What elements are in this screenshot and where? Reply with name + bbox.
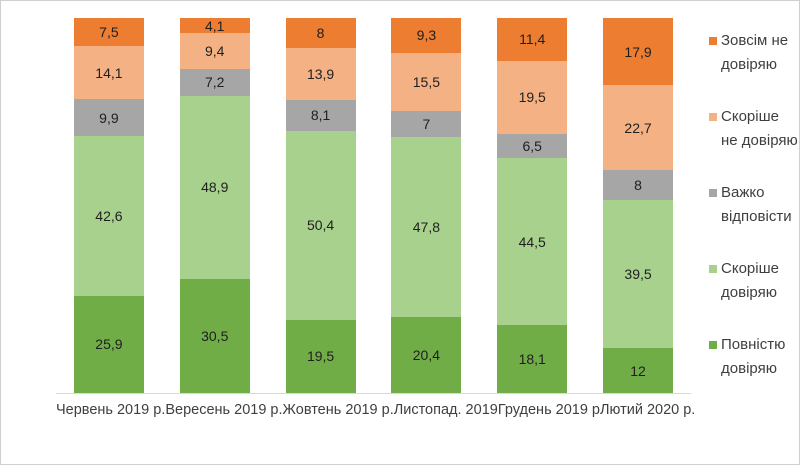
legend-item: Зовсім не довіряю bbox=[709, 29, 799, 77]
bar-segment: 7,5 bbox=[73, 18, 144, 47]
bar-slot: 30,5 48,9 7,2 9,4 4,1 bbox=[162, 17, 268, 393]
bar-segment: 19,5 bbox=[497, 60, 568, 134]
legend-label: Скоріше не довіряю bbox=[721, 108, 798, 149]
bar-segment: 12 bbox=[603, 348, 674, 393]
bar-segment: 7,2 bbox=[179, 68, 250, 96]
legend-label: Зовсім не довіряю bbox=[721, 32, 793, 73]
data-label: 9,4 bbox=[205, 42, 225, 59]
stacked-bar: 18,1 44,5 6,5 19,5 11,4 bbox=[497, 18, 568, 393]
bar-segment: 18,1 bbox=[497, 325, 568, 393]
bar-segment: 6,5 bbox=[497, 133, 568, 159]
data-label: 11,4 bbox=[519, 31, 546, 48]
legend-item: Скоріше довіряю bbox=[709, 257, 799, 305]
x-axis-label: Червень 2019 р. bbox=[56, 402, 166, 418]
stacked-bar: 12 39,5 8 22,7 17,9 bbox=[603, 18, 674, 393]
data-label: 48,9 bbox=[201, 179, 229, 196]
bar-segment: 9,3 bbox=[391, 18, 462, 53]
x-axis-label: Вересень 2019 р. bbox=[165, 402, 283, 418]
legend-item: Повністю довіряю bbox=[709, 333, 799, 381]
data-label: 18,1 bbox=[518, 351, 546, 368]
bar-slot: 20,4 47,8 7 15,5 9,3 bbox=[373, 18, 479, 393]
data-label: 6,5 bbox=[522, 138, 542, 155]
data-label: 14,1 bbox=[95, 64, 123, 81]
bar-segment: 50,4 bbox=[285, 130, 356, 320]
data-label: 8 bbox=[316, 25, 325, 42]
bar-segment: 20,4 bbox=[391, 316, 462, 393]
data-label: 47,8 bbox=[412, 218, 441, 235]
legend-swatch-icon bbox=[709, 37, 717, 45]
legend: Зовсім не довіряю Скоріше не довіряю Важко… bbox=[709, 29, 799, 381]
legend-swatch-icon bbox=[709, 113, 717, 121]
bar-segment: 11,4 bbox=[497, 18, 568, 61]
data-label: 7 bbox=[422, 116, 431, 133]
bar-segment: 8 bbox=[285, 18, 356, 49]
x-axis-label: Лютий 2020 р. bbox=[600, 402, 696, 418]
stacked-bar: 19,5 50,4 8,1 13,9 8 bbox=[285, 18, 356, 393]
data-label: 4,1 bbox=[205, 17, 225, 34]
data-label: 7,5 bbox=[99, 24, 119, 41]
bar-segment: 30,5 bbox=[179, 278, 250, 393]
x-axis-label: Грудень 2019 р bbox=[497, 402, 601, 418]
bar-slot: 18,1 44,5 6,5 19,5 11,4 bbox=[479, 18, 585, 393]
data-label: 17,9 bbox=[624, 43, 652, 60]
data-label: 7,2 bbox=[205, 74, 225, 91]
bar-segment: 42,6 bbox=[73, 136, 144, 296]
legend-swatch-icon bbox=[709, 265, 717, 273]
bar-segment: 19,5 bbox=[285, 319, 356, 393]
bar-segment: 25,9 bbox=[73, 295, 144, 393]
data-label: 8,1 bbox=[310, 107, 331, 124]
legend-item: Важко відповісти bbox=[709, 181, 799, 229]
bar-segment: 9,4 bbox=[179, 33, 250, 69]
plot-area: 25,9 42,6 9,9 14,1 7,5 30,5 48,9 7,2 9,4 4,1 19,5 5… bbox=[56, 17, 691, 394]
bar-segment: 15,5 bbox=[391, 52, 462, 111]
legend-label: Важко відповісти bbox=[721, 184, 792, 225]
legend-item: Скоріше не довіряю bbox=[709, 105, 799, 153]
bar-segment: 44,5 bbox=[497, 158, 568, 326]
bar-segment: 9,9 bbox=[73, 99, 144, 137]
data-label: 12 bbox=[630, 362, 646, 379]
data-label: 15,5 bbox=[412, 73, 441, 90]
bar-slot: 19,5 50,4 8,1 13,9 8 bbox=[268, 18, 374, 393]
stacked-bar: 20,4 47,8 7 15,5 9,3 bbox=[391, 18, 462, 393]
data-label: 9,9 bbox=[99, 109, 119, 126]
data-label: 22,7 bbox=[624, 119, 652, 136]
bar-segment: 48,9 bbox=[179, 95, 250, 279]
data-label: 8 bbox=[634, 177, 642, 194]
data-label: 9,3 bbox=[416, 27, 437, 44]
stacked-bar: 30,5 48,9 7,2 9,4 4,1 bbox=[179, 17, 250, 393]
stacked-bar: 25,9 42,6 9,9 14,1 7,5 bbox=[73, 18, 144, 393]
legend-swatch-icon bbox=[709, 189, 717, 197]
x-axis: Червень 2019 р. Вересень 2019 р. Жовтень 2… bbox=[56, 395, 695, 418]
data-label: 44,5 bbox=[518, 233, 546, 250]
data-label: 50,4 bbox=[306, 217, 335, 234]
bar-segment: 14,1 bbox=[73, 46, 144, 99]
legend-swatch-icon bbox=[709, 341, 717, 349]
data-label: 19,5 bbox=[306, 348, 335, 365]
data-label: 30,5 bbox=[201, 327, 229, 344]
data-label: 19,5 bbox=[518, 89, 546, 106]
data-label: 20,4 bbox=[412, 346, 441, 363]
x-axis-label: Жовтень 2019 р. bbox=[282, 402, 394, 418]
bar-segment: 17,9 bbox=[603, 18, 674, 86]
bar-segment: 39,5 bbox=[603, 200, 674, 349]
bar-segment: 8,1 bbox=[285, 100, 356, 131]
data-label: 13,9 bbox=[306, 66, 335, 83]
data-label: 42,6 bbox=[95, 208, 123, 224]
bar-segment: 8 bbox=[603, 170, 674, 201]
bar-slot: 12 39,5 8 22,7 17,9 bbox=[585, 18, 691, 393]
bar-segment: 47,8 bbox=[391, 137, 462, 317]
legend-label: Повністю довіряю bbox=[721, 336, 790, 377]
legend-label: Скоріше довіряю bbox=[721, 260, 784, 301]
data-label: 25,9 bbox=[95, 336, 123, 353]
bar-segment: 7 bbox=[391, 111, 462, 138]
bar-segment: 13,9 bbox=[285, 48, 356, 101]
bar-segment: 22,7 bbox=[603, 85, 674, 171]
bar-segment: 4,1 bbox=[179, 17, 250, 34]
x-axis-label: Листопад. 2019 bbox=[393, 402, 498, 418]
data-label: 39,5 bbox=[624, 266, 652, 283]
bar-slot: 25,9 42,6 9,9 14,1 7,5 bbox=[56, 18, 162, 393]
